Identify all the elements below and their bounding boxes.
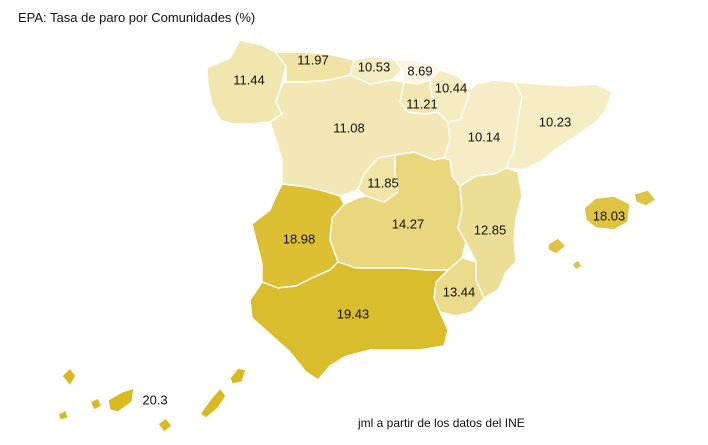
region-shape-canarias-7 [229, 367, 247, 385]
region-shape-cataluna [505, 81, 613, 171]
region-shape-valenciana [457, 167, 523, 299]
region-shape-baleares-3 [547, 237, 567, 255]
value-label-la-rioja: 11.21 [406, 96, 438, 111]
region-shape-canarias-4 [107, 387, 135, 413]
source-note: jml a partir de los datos del INE [358, 416, 525, 430]
region-shape-andalucia [249, 261, 449, 381]
value-label-andalucia: 19.43 [337, 306, 370, 321]
region-shape-canarias-5 [157, 417, 173, 433]
region-valenciana [457, 167, 523, 299]
region-cataluna [505, 81, 613, 171]
value-label-cataluna: 10.23 [539, 114, 572, 129]
region-andalucia [249, 261, 449, 381]
region-shape-baleares-1 [583, 195, 631, 231]
value-label-baleares: 18.03 [593, 208, 626, 223]
region-shape-canarias-1 [61, 367, 77, 387]
region-shape-canarias-6 [199, 387, 227, 419]
value-label-cantabria: 10.53 [358, 59, 391, 74]
regions-layer [57, 39, 657, 433]
value-label-valenciana: 12.85 [474, 222, 507, 237]
value-label-canarias: 20.3 [142, 392, 167, 407]
region-shape-baleares-2 [633, 189, 657, 207]
map-title: EPA: Tasa de paro por Comunidades (%) [18, 10, 256, 25]
value-label-castilla-leon: 11.08 [333, 120, 365, 135]
region-canarias [57, 367, 247, 433]
value-label-madrid: 11.85 [367, 175, 399, 190]
value-label-castilla-la-mancha: 14.27 [392, 216, 425, 231]
value-label-pais-vasco: 8.69 [407, 63, 432, 78]
region-baleares [547, 189, 657, 271]
value-label-aragon: 10.14 [468, 129, 501, 144]
region-shape-canarias-3 [89, 397, 103, 411]
value-label-navarra: 10.44 [435, 80, 468, 95]
value-label-asturias: 11.97 [297, 52, 329, 67]
region-shape-baleares-4 [571, 259, 583, 271]
value-label-extremadura: 18.98 [283, 231, 316, 246]
value-label-murcia: 13.44 [443, 284, 476, 299]
value-label-galicia: 11.44 [233, 72, 265, 87]
region-shape-canarias-2 [57, 409, 69, 421]
